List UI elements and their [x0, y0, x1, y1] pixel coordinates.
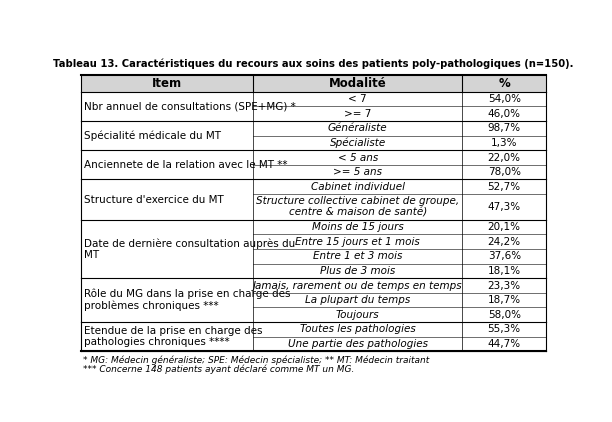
Text: Structure collective cabinet de groupe,
centre & maison de santé): Structure collective cabinet de groupe, … [256, 196, 460, 218]
Text: 47,3%: 47,3% [488, 202, 521, 212]
Text: 24,2%: 24,2% [488, 237, 521, 247]
Text: 18,1%: 18,1% [488, 266, 521, 276]
Text: Entre 15 jours et 1 mois: Entre 15 jours et 1 mois [296, 237, 420, 247]
Text: 58,0%: 58,0% [488, 310, 521, 320]
Text: >= 5 ans: >= 5 ans [334, 167, 382, 177]
Text: Tableau 13. Caractéristiques du recours aux soins des patients poly-pathologique: Tableau 13. Caractéristiques du recours … [53, 59, 574, 69]
Text: Spécialité médicale du MT: Spécialité médicale du MT [84, 130, 220, 141]
Text: Jamais, rarement ou de temps en temps: Jamais, rarement ou de temps en temps [253, 281, 463, 291]
Text: Item: Item [152, 77, 182, 90]
Text: Une partie des pathologies: Une partie des pathologies [288, 339, 428, 349]
Text: Nbr annuel de consultations (SPE+MG) *: Nbr annuel de consultations (SPE+MG) * [84, 102, 296, 111]
Text: 22,0%: 22,0% [488, 153, 521, 162]
Text: 52,7%: 52,7% [488, 182, 521, 192]
Text: 37,6%: 37,6% [488, 252, 521, 261]
Text: 54,0%: 54,0% [488, 94, 521, 104]
Text: 23,3%: 23,3% [488, 281, 521, 291]
Text: 20,1%: 20,1% [488, 222, 521, 232]
Text: Etendue de la prise en charge des
pathologies chroniques ****: Etendue de la prise en charge des pathol… [84, 326, 262, 347]
Text: < 5 ans: < 5 ans [338, 153, 378, 162]
Text: Date de dernière consultation auprès du
MT: Date de dernière consultation auprès du … [84, 238, 295, 260]
Text: Généraliste: Généraliste [328, 123, 387, 133]
Text: >= 7: >= 7 [344, 109, 371, 119]
Text: *** Concerne 148 patients ayant déclaré comme MT un MG.: *** Concerne 148 patients ayant déclaré … [83, 364, 354, 374]
Text: Toutes les pathologies: Toutes les pathologies [300, 325, 416, 334]
Text: Moins de 15 jours: Moins de 15 jours [312, 222, 404, 232]
Text: Rôle du MG dans la prise en charge des
problèmes chroniques ***: Rôle du MG dans la prise en charge des p… [84, 289, 290, 311]
Text: 18,7%: 18,7% [488, 295, 521, 305]
Text: %: % [498, 77, 510, 90]
Text: Structure d'exercice du MT: Structure d'exercice du MT [84, 195, 223, 205]
Text: 44,7%: 44,7% [488, 339, 521, 349]
Text: Entre 1 et 3 mois: Entre 1 et 3 mois [313, 252, 403, 261]
Text: Plus de 3 mois: Plus de 3 mois [320, 266, 395, 276]
Text: Cabinet individuel: Cabinet individuel [311, 182, 405, 192]
Text: 78,0%: 78,0% [488, 167, 521, 177]
Text: Toujours: Toujours [336, 310, 379, 320]
Text: 55,3%: 55,3% [488, 325, 521, 334]
Bar [81, 75, 546, 92]
Text: * MG: Médecin généraliste; SPE: Médecin spécialiste; ** MT: Médecin traitant: * MG: Médecin généraliste; SPE: Médecin … [83, 355, 429, 365]
Text: 1,3%: 1,3% [491, 138, 518, 148]
Text: 46,0%: 46,0% [488, 109, 521, 119]
Text: La plupart du temps: La plupart du temps [305, 295, 411, 305]
Text: 98,7%: 98,7% [488, 123, 521, 133]
Text: Spécialiste: Spécialiste [330, 138, 386, 148]
Text: Anciennete de la relation avec le MT **: Anciennete de la relation avec le MT ** [84, 160, 287, 170]
Text: < 7: < 7 [348, 94, 367, 104]
Text: Modalité: Modalité [329, 77, 387, 90]
